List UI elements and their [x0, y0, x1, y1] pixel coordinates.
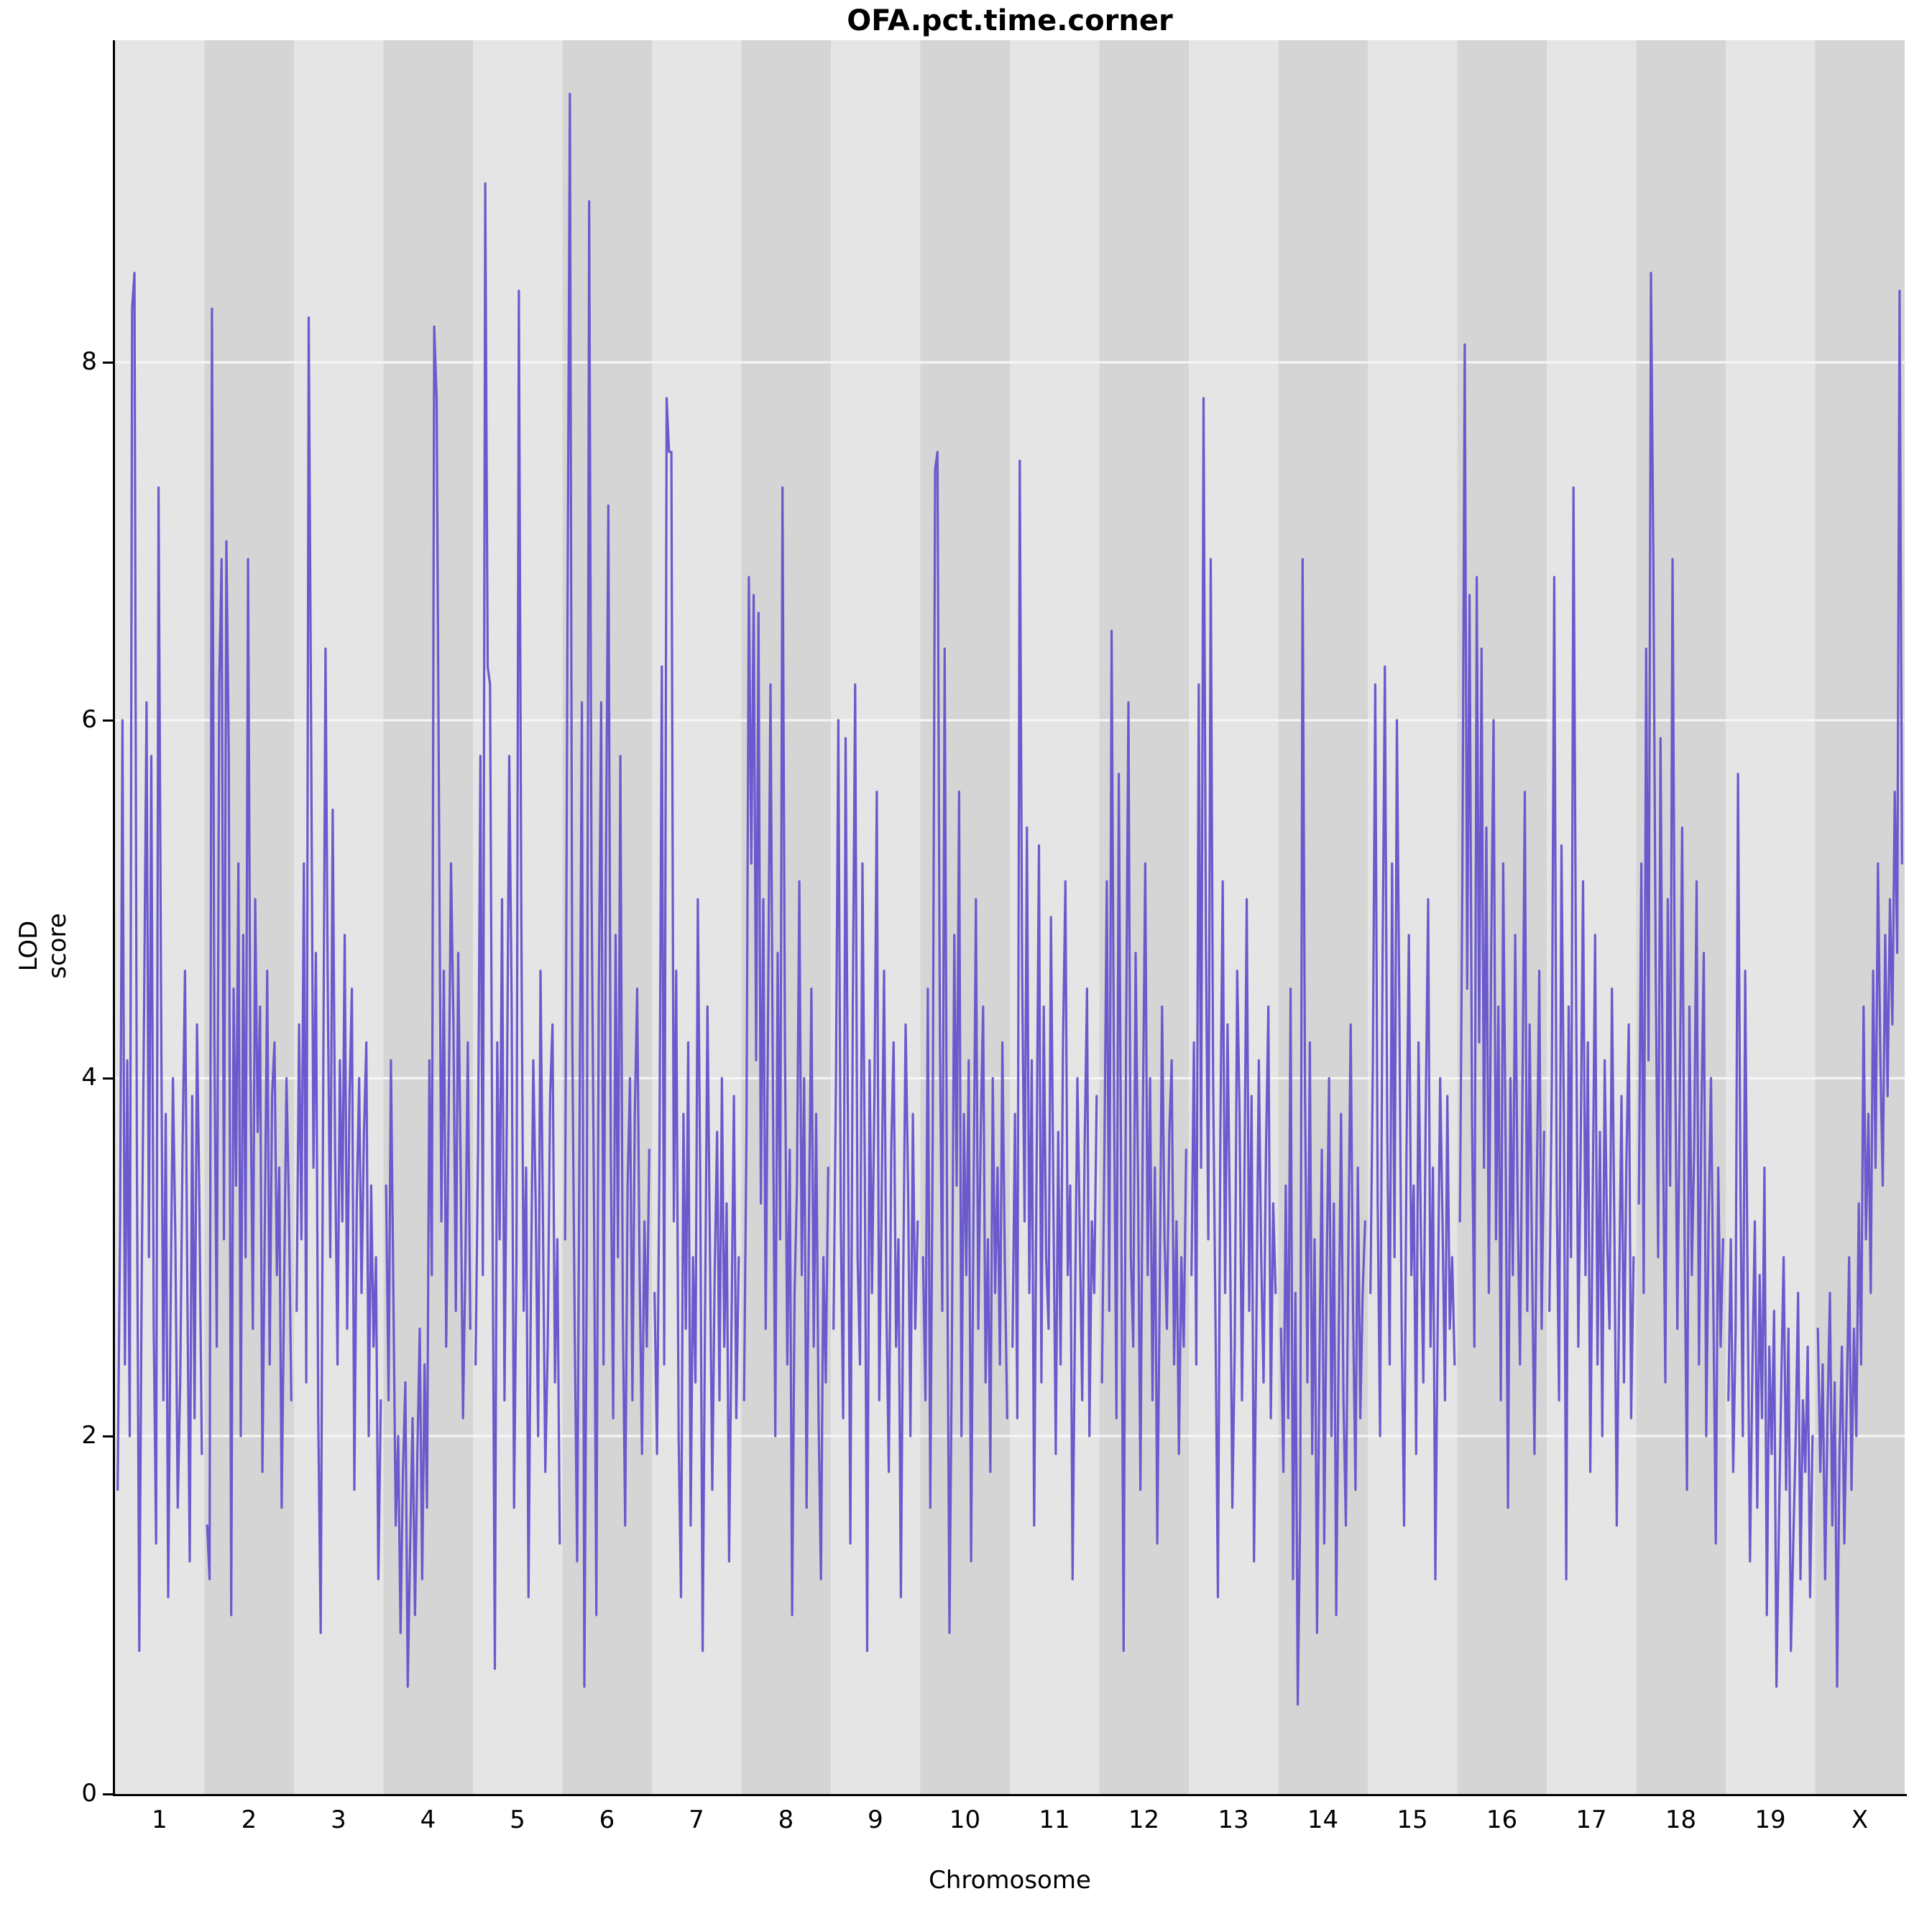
y-tick-mark	[103, 719, 113, 722]
lod-trace-svg	[115, 40, 1905, 1794]
lod-trace	[1369, 665, 1456, 1581]
x-tick-label: 12	[1128, 1806, 1160, 1834]
x-tick-label: 15	[1397, 1806, 1428, 1834]
y-tick-mark	[103, 361, 113, 364]
lod-trace	[1190, 397, 1277, 1598]
y-tick-mark	[103, 1077, 113, 1080]
lod-trace	[921, 451, 1008, 1634]
x-tick-label: 6	[599, 1806, 615, 1834]
y-tick-label: 2	[81, 1421, 97, 1450]
lod-trace	[832, 683, 919, 1652]
x-tick-label: X	[1851, 1806, 1869, 1834]
y-tick-label: 0	[81, 1779, 97, 1808]
x-tick-label: 14	[1307, 1806, 1339, 1834]
lod-trace	[564, 93, 650, 1688]
lod-trace	[1637, 272, 1724, 1545]
y-axis-title: LOD score	[14, 913, 72, 979]
lod-trace	[1727, 773, 1814, 1688]
y-tick-mark	[103, 1793, 113, 1795]
x-tick-label: 5	[510, 1806, 525, 1834]
chromosome-band	[1189, 40, 1279, 1794]
lod-trace	[1011, 459, 1098, 1581]
lod-trace	[385, 325, 472, 1688]
lod-trace	[1279, 558, 1366, 1706]
x-tick-label: 16	[1486, 1806, 1518, 1834]
x-tick-label: 8	[778, 1806, 794, 1834]
x-tick-label: 1	[152, 1806, 167, 1834]
lod-trace	[1548, 486, 1635, 1581]
x-tick-label: 7	[689, 1806, 704, 1834]
x-tick-label: 9	[868, 1806, 883, 1834]
chromosome-band	[920, 40, 1011, 1794]
y-tick-mark	[103, 1435, 113, 1438]
x-tick-label: 4	[420, 1806, 436, 1834]
y-tick-label: 6	[81, 705, 97, 735]
lod-trace	[1816, 290, 1903, 1688]
x-tick-label: 10	[949, 1806, 981, 1834]
x-axis-line	[113, 1794, 1907, 1796]
lod-trace	[653, 397, 740, 1652]
lod-trace	[295, 316, 382, 1634]
x-tick-label: 19	[1754, 1806, 1786, 1834]
y-tick-label: 8	[81, 347, 97, 377]
chromosome-band	[1010, 40, 1100, 1794]
y-tick-label: 4	[81, 1063, 97, 1092]
lod-trace	[1458, 343, 1545, 1509]
y-axis-line	[113, 40, 115, 1796]
x-tick-label: 11	[1039, 1806, 1070, 1834]
x-tick-label: 18	[1665, 1806, 1697, 1834]
plot-panel	[115, 40, 1905, 1794]
x-tick-label: 2	[241, 1806, 257, 1834]
x-tick-label: 17	[1576, 1806, 1607, 1834]
lod-trace	[742, 486, 829, 1616]
lod-trace	[116, 272, 203, 1652]
x-tick-label: 3	[331, 1806, 346, 1834]
chart-title: OFA.pct.time.corner	[847, 4, 1173, 37]
chromosome-band	[383, 40, 474, 1794]
lod-trace	[206, 307, 293, 1616]
chromosome-band	[1368, 40, 1458, 1794]
lod-trace	[474, 182, 561, 1670]
x-axis-title: Chromosome	[929, 1866, 1091, 1895]
x-tick-label: 13	[1218, 1806, 1249, 1834]
lod-trace	[1100, 629, 1187, 1652]
